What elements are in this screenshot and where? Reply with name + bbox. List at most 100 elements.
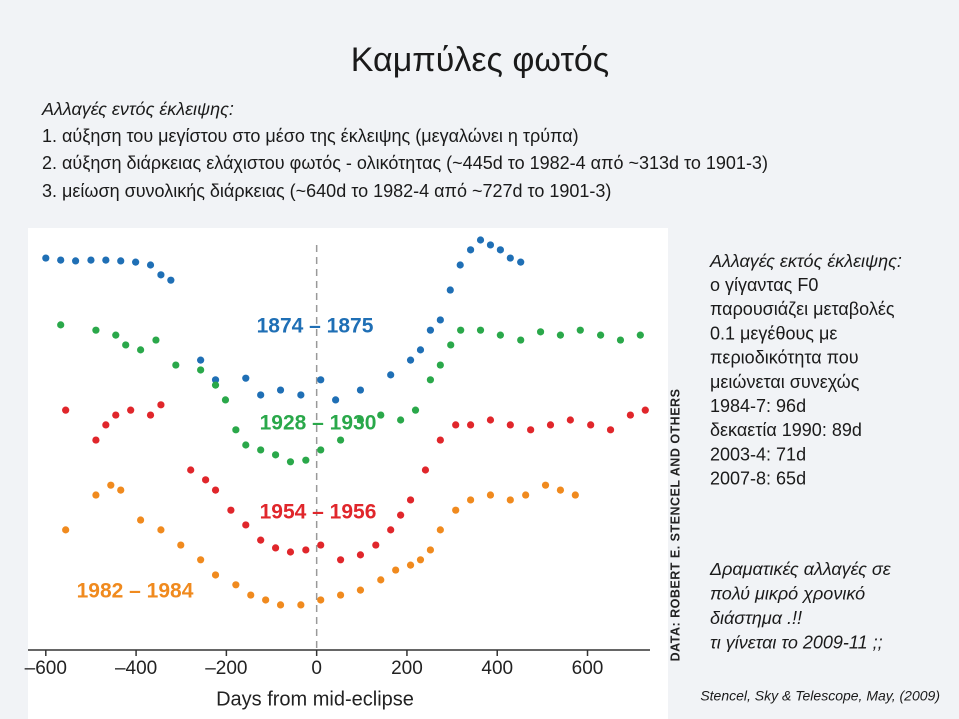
data-point <box>527 426 535 434</box>
data-point <box>356 586 365 594</box>
data-point <box>426 376 435 384</box>
data-point <box>387 526 395 534</box>
data-point <box>486 416 495 424</box>
conclusion-line: πολύ μικρό χρονικό <box>710 583 865 603</box>
data-point <box>227 506 235 514</box>
data-point <box>486 491 495 499</box>
data-point <box>117 257 125 265</box>
data-point <box>387 371 395 379</box>
side-line: 2007-8: 65d <box>710 469 806 489</box>
data-point <box>426 546 435 554</box>
data-point <box>641 406 649 414</box>
data-point <box>197 356 205 364</box>
data-point <box>211 376 220 384</box>
data-point <box>107 481 115 489</box>
data-point <box>117 486 125 494</box>
data-point <box>127 406 135 414</box>
data-point <box>626 411 635 419</box>
data-point <box>242 374 250 382</box>
conclusion-line: τι γίνεται το 2009-11 ;; <box>710 632 883 652</box>
data-point <box>157 526 165 534</box>
data-point <box>122 341 130 349</box>
data-point <box>436 526 444 534</box>
data-point <box>506 421 514 429</box>
slide-title: Καμπύλες φωτός <box>351 41 609 79</box>
data-point <box>92 436 100 444</box>
data-point <box>197 556 205 564</box>
data-point <box>132 258 140 266</box>
data-point <box>257 536 265 544</box>
data-point <box>406 561 415 569</box>
data-point <box>271 544 280 552</box>
data-point <box>112 331 120 339</box>
data-point <box>302 456 310 464</box>
chart-background <box>28 228 668 719</box>
data-point <box>232 426 240 434</box>
data-point <box>556 331 565 339</box>
data-point <box>211 486 220 494</box>
data-point <box>152 336 160 344</box>
data-point <box>397 416 405 424</box>
data-point <box>286 458 295 466</box>
data-point <box>356 551 365 559</box>
side-line: 1984-7: 96d <box>710 396 806 416</box>
x-tick-label: –400 <box>115 658 157 679</box>
data-point <box>476 326 485 334</box>
side-line: περιοδικότητα που <box>710 348 859 368</box>
data-point <box>92 491 100 499</box>
data-point <box>356 386 365 394</box>
side-line: 0.1 μεγέθους με <box>710 323 837 343</box>
data-point <box>452 506 460 514</box>
data-point <box>447 341 455 349</box>
data-point <box>506 254 514 262</box>
data-point <box>416 556 425 564</box>
data-point <box>211 381 220 389</box>
data-point <box>372 541 380 549</box>
data-point <box>232 581 240 589</box>
data-point <box>496 246 504 254</box>
intro-heading: Αλλαγές εντός έκλειψης: <box>41 99 234 119</box>
side-line: δεκαετία 1990: 89d <box>710 420 862 440</box>
side-heading: Αλλαγές εκτός έκλειψης: <box>709 251 902 271</box>
data-point <box>257 391 265 399</box>
data-point <box>456 261 464 269</box>
data-point <box>87 256 95 264</box>
x-tick-label: –600 <box>25 658 67 679</box>
data-point <box>517 258 525 266</box>
data-point <box>276 601 285 609</box>
data-point <box>202 476 210 484</box>
data-point <box>517 336 525 344</box>
data-point <box>457 326 465 334</box>
data-point <box>446 286 454 294</box>
data-point <box>157 401 165 409</box>
data-point <box>571 491 579 499</box>
data-point <box>406 356 415 364</box>
data-point <box>172 361 180 369</box>
data-point <box>276 386 285 394</box>
data-point <box>297 391 305 399</box>
intro-line: 1. αύξηση του μεγίστου στο μέσο της έκλε… <box>42 126 579 146</box>
intro-line: 3. μείωση συνολικής διάρκειας (~640d το … <box>42 181 611 201</box>
data-point <box>336 436 345 444</box>
data-point <box>102 421 110 429</box>
data-point <box>486 241 495 249</box>
x-tick-label: –200 <box>205 658 247 679</box>
credit: Stencel, Sky & Telescope, May, (2009) <box>700 688 940 704</box>
x-tick-label: 400 <box>481 658 513 679</box>
conclusion-line: διάστημα .!! <box>710 608 802 628</box>
data-point <box>616 336 625 344</box>
data-point <box>317 376 325 384</box>
x-axis-label: Days from mid-eclipse <box>216 688 414 710</box>
data-point <box>397 511 405 519</box>
data-point <box>377 411 385 419</box>
intro-line: 2. αύξηση διάρκειας ελάχιστου φωτός - ολ… <box>42 153 768 173</box>
data-point <box>496 331 504 339</box>
side-line: μειώνεται συνεχώς <box>710 372 860 392</box>
data-point <box>137 516 145 524</box>
data-point <box>597 331 605 339</box>
data-point <box>271 451 280 459</box>
data-point <box>576 326 584 334</box>
data-point <box>416 346 425 354</box>
series-label: 1982 – 1984 <box>77 580 194 603</box>
side-line: ο γίγαντας F0 <box>710 275 818 295</box>
